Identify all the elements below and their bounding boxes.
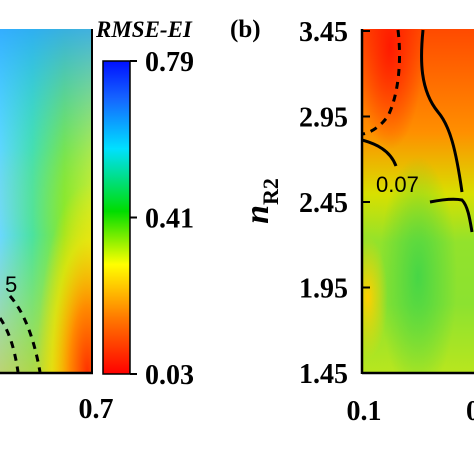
panel-a: 5 0.7	[0, 29, 114, 425]
panel-b-y-tick-label: 2.45	[299, 188, 348, 219]
panel-b-y-tick-label: 3.45	[299, 17, 348, 48]
panel-b-y-ticks: 3.45 2.95 2.45 1.95 1.45	[299, 17, 370, 390]
svg-text:nR2: nR2	[239, 178, 283, 224]
panel-b-y-label-main: n	[239, 205, 276, 224]
panel-b-contour-solid-2	[362, 138, 398, 167]
panel-b-y-axis-label: nR2	[239, 178, 283, 224]
colorbar-title: RMSE-EI	[95, 17, 193, 42]
panel-b-label: (b)	[230, 16, 261, 43]
colorbar-tick-label: 0.03	[145, 360, 194, 391]
panel-b-y-label-sub: R2	[258, 178, 283, 205]
panel-a-heatmap-hotspot	[0, 29, 92, 373]
panel-b-x-tick-label-2: 0	[466, 396, 474, 427]
panel-a-contour-dashed-2	[8, 295, 42, 373]
panel-b-contour-label: 0.07	[376, 172, 419, 197]
panel-a-contour-dashed-1	[0, 317, 20, 373]
panel-b: (b) 0.07 3.45 2.95 2.45 1.95 1.45 nR2 0.1 0	[230, 16, 474, 427]
colorbar-ticks: 0.79 0.41 0.03	[130, 47, 194, 391]
panel-b-contour-solid-1	[420, 29, 464, 193]
panel-b-heatmap-red	[362, 29, 474, 373]
colorbar-tick-label: 0.41	[145, 204, 194, 235]
panel-b-x-tick-label-1: 0.1	[347, 396, 382, 427]
colorbar: RMSE-EI 0.79 0.41 0.03	[95, 17, 194, 391]
panel-a-x-tick-label: 0.7	[79, 394, 114, 425]
colorbar-gradient	[102, 60, 131, 375]
panel-a-contour-label: 5	[5, 272, 17, 297]
colorbar-tick-label: 0.79	[145, 47, 194, 78]
panel-b-y-tick-label: 1.95	[299, 274, 348, 305]
panel-b-contour-solid-3	[429, 197, 474, 233]
panel-b-y-tick-label: 1.45	[299, 359, 348, 390]
panel-b-y-tick-label: 2.95	[299, 103, 348, 134]
